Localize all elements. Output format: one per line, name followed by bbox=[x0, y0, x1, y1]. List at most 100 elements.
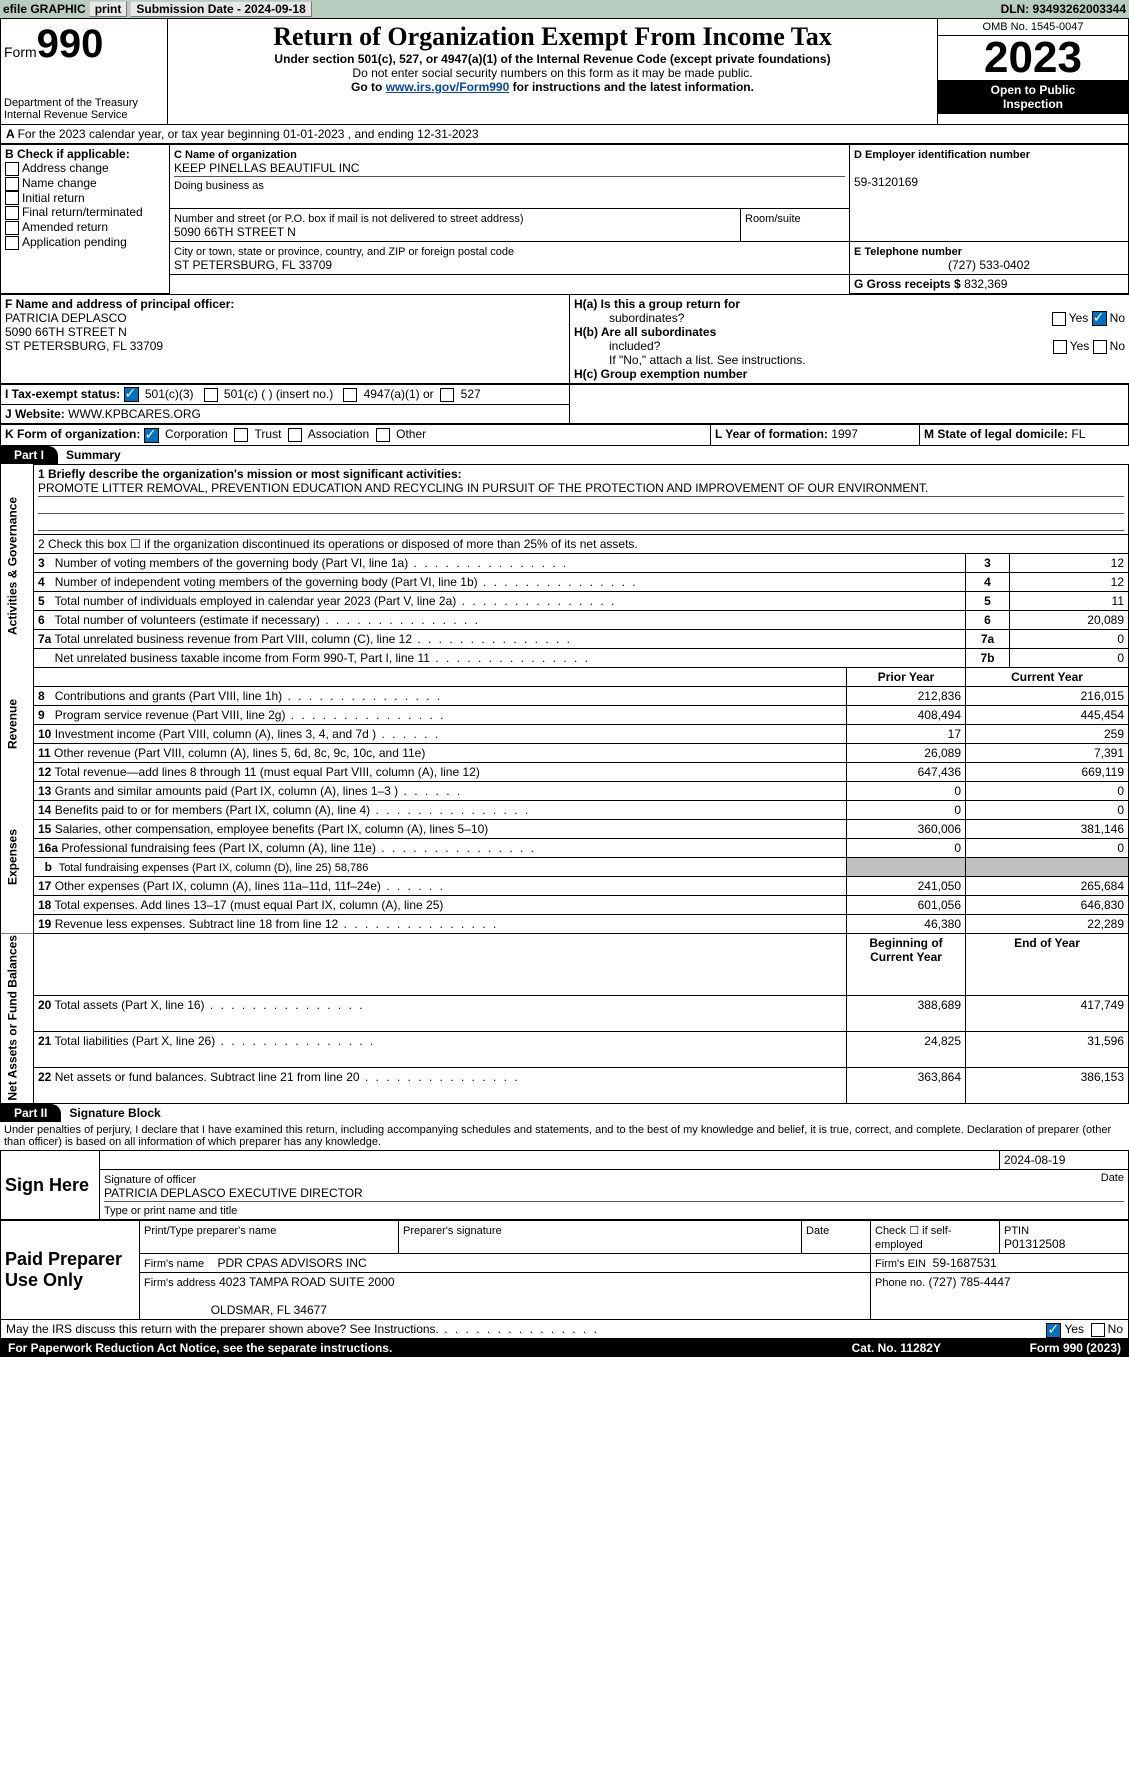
preparer-block: Paid Preparer Use Only Print/Type prepar… bbox=[0, 1220, 1129, 1320]
net-label: Net Assets or Fund Balances bbox=[1, 933, 34, 1104]
officer-label: F Name and address of principal officer: bbox=[5, 297, 234, 311]
line5: Total number of individuals employed in … bbox=[54, 594, 616, 608]
signature-block: Sign Here 2024-08-19 Signature of office… bbox=[0, 1150, 1129, 1220]
hc-label: H(c) Group exemption number bbox=[574, 367, 747, 381]
street-value: 5090 66TH STREET N bbox=[174, 225, 296, 239]
type-name-label: Type or print name and title bbox=[104, 1205, 237, 1217]
form-number: Form990 bbox=[4, 22, 164, 67]
ha-yes-checkbox[interactable] bbox=[1052, 312, 1066, 326]
line2: 2 Check this box ☐ if the organization d… bbox=[38, 537, 638, 551]
dba-label: Doing business as bbox=[174, 180, 264, 192]
initial-return-checkbox[interactable] bbox=[5, 191, 19, 205]
line10: Investment income (Part VIII, column (A)… bbox=[55, 727, 440, 741]
discuss-no-checkbox[interactable] bbox=[1091, 1323, 1105, 1337]
amended-return-checkbox[interactable] bbox=[5, 221, 19, 235]
other-checkbox[interactable] bbox=[376, 428, 390, 442]
line12: Total revenue—add lines 8 through 11 (mu… bbox=[54, 765, 479, 779]
officer-street: 5090 66TH STREET N bbox=[5, 325, 127, 339]
line8: Contributions and grants (Part VIII, lin… bbox=[55, 689, 442, 703]
ptin: P01312508 bbox=[1004, 1237, 1065, 1251]
perjury-declaration: Under penalties of perjury, I declare th… bbox=[0, 1122, 1129, 1150]
501c3-checkbox[interactable] bbox=[124, 387, 139, 402]
officer-name: PATRICIA DEPLASCO bbox=[5, 311, 127, 325]
gross-receipts-label: G Gross receipts $ bbox=[854, 277, 961, 291]
line20: Total assets (Part X, line 16) bbox=[54, 998, 364, 1012]
org-name-label: C Name of organization bbox=[174, 149, 297, 161]
street-label: Number and street (or P.O. box if mail i… bbox=[174, 213, 524, 225]
public-inspection: Open to PublicInspection bbox=[938, 80, 1128, 114]
hb-yes-checkbox[interactable] bbox=[1053, 340, 1067, 354]
discuss-yes-checkbox[interactable] bbox=[1046, 1323, 1061, 1338]
firm-addr: 4023 TAMPA ROAD SUITE 2000 bbox=[219, 1275, 394, 1289]
corp-checkbox[interactable] bbox=[144, 428, 159, 443]
phone-value: (727) 533-0402 bbox=[854, 258, 1124, 272]
tax-status-label: I Tax-exempt status: bbox=[5, 387, 120, 401]
year-formation-label: L Year of formation: bbox=[715, 427, 828, 441]
application-pending-checkbox[interactable] bbox=[5, 236, 19, 250]
line13: Grants and similar amounts paid (Part IX… bbox=[55, 784, 463, 798]
line9: Program service revenue (Part VIII, line… bbox=[55, 708, 446, 722]
trust-checkbox[interactable] bbox=[234, 428, 248, 442]
assoc-checkbox[interactable] bbox=[288, 428, 302, 442]
hb-label: H(b) Are all subordinates bbox=[574, 325, 716, 339]
state-domicile-label: M State of legal domicile: bbox=[924, 427, 1068, 441]
line-a-tax-year: A For the 2023 calendar year, or tax yea… bbox=[0, 125, 1129, 144]
line15: Salaries, other compensation, employee b… bbox=[55, 822, 489, 836]
line14: Benefits paid to or for members (Part IX… bbox=[55, 803, 530, 817]
line6: Total number of volunteers (estimate if … bbox=[54, 613, 479, 627]
line19: Revenue less expenses. Subtract line 18 … bbox=[55, 917, 499, 931]
top-bar: efile GRAPHIC print Submission Date - 20… bbox=[0, 0, 1129, 18]
val-7a: 0 bbox=[1010, 629, 1129, 648]
form-org-label: K Form of organization: bbox=[5, 427, 140, 441]
tax-year: 2023 bbox=[938, 36, 1128, 80]
paid-preparer-label: Paid Preparer Use Only bbox=[1, 1221, 140, 1320]
form-ref: Form 990 (2023) bbox=[941, 1341, 1121, 1355]
under-section: Under section 501(c), 527, or 4947(a)(1)… bbox=[171, 52, 934, 66]
box-b-label: B Check if applicable: bbox=[5, 147, 130, 161]
part1-header: Part I Summary bbox=[0, 446, 1129, 464]
4947-checkbox[interactable] bbox=[343, 388, 357, 402]
print-button[interactable]: print bbox=[89, 1, 128, 17]
gross-receipts: 832,369 bbox=[964, 277, 1007, 291]
submission-date-button[interactable]: Submission Date - 2024-09-18 bbox=[130, 1, 311, 17]
city-value: ST PETERSBURG, FL 33709 bbox=[174, 258, 332, 272]
discuss-row: May the IRS discuss this return with the… bbox=[0, 1320, 1129, 1339]
status-website-block: I Tax-exempt status: 501(c)(3) 501(c) ( … bbox=[0, 384, 1129, 424]
501c-checkbox[interactable] bbox=[204, 388, 218, 402]
final-return-checkbox[interactable] bbox=[5, 206, 19, 220]
line16b: Total fundraising expenses (Part IX, col… bbox=[59, 862, 332, 874]
begin-year-hdr: Beginning of Current Year bbox=[847, 933, 966, 996]
prep-name-label: Print/Type preparer's name bbox=[144, 1225, 276, 1237]
line11: Other revenue (Part VIII, column (A), li… bbox=[54, 746, 425, 760]
line21: Total liabilities (Part X, line 26) bbox=[54, 1034, 375, 1048]
firm-phone: (727) 785-4447 bbox=[929, 1275, 1011, 1289]
527-checkbox[interactable] bbox=[440, 388, 454, 402]
irs-label: Internal Revenue Service bbox=[4, 109, 164, 121]
website-value: WWW.KPBCARES.ORG bbox=[68, 407, 201, 421]
klm-block: K Form of organization: Corporation Trus… bbox=[0, 424, 1129, 445]
address-change-checkbox[interactable] bbox=[5, 162, 19, 176]
prep-sig-label: Preparer's signature bbox=[403, 1225, 502, 1237]
ha-label: H(a) Is this a group return for bbox=[574, 297, 740, 311]
summary-table: Activities & Governance 1 Briefly descri… bbox=[0, 464, 1129, 1105]
ha-no-checkbox[interactable] bbox=[1092, 311, 1107, 326]
rev-label: Revenue bbox=[1, 667, 34, 781]
officer-group-block: F Name and address of principal officer:… bbox=[0, 294, 1129, 384]
firm-ein: 59-1687531 bbox=[933, 1256, 997, 1270]
ein-label: D Employer identification number bbox=[854, 149, 1030, 161]
line22: Net assets or fund balances. Subtract li… bbox=[55, 1070, 520, 1084]
end-year-hdr: End of Year bbox=[966, 933, 1129, 996]
line17: Other expenses (Part IX, column (A), lin… bbox=[55, 879, 445, 893]
officer-city: ST PETERSBURG, FL 33709 bbox=[5, 339, 163, 353]
dln-label: DLN: 93493262003344 bbox=[1001, 2, 1126, 16]
line7b: Net unrelated business taxable income fr… bbox=[55, 651, 590, 665]
pra-notice: For Paperwork Reduction Act Notice, see … bbox=[8, 1341, 852, 1355]
name-change-checkbox[interactable] bbox=[5, 177, 19, 191]
efile-label: efile GRAPHIC bbox=[3, 2, 86, 16]
mission-text: PROMOTE LITTER REMOVAL, PREVENTION EDUCA… bbox=[38, 481, 928, 495]
line16a: Professional fundraising fees (Part IX, … bbox=[61, 841, 536, 855]
line3: Number of voting members of the governin… bbox=[55, 556, 569, 570]
hb-no-checkbox[interactable] bbox=[1093, 340, 1107, 354]
line18: Total expenses. Add lines 13–17 (must eq… bbox=[54, 898, 443, 912]
irs-link[interactable]: www.irs.gov/Form990 bbox=[386, 80, 510, 94]
